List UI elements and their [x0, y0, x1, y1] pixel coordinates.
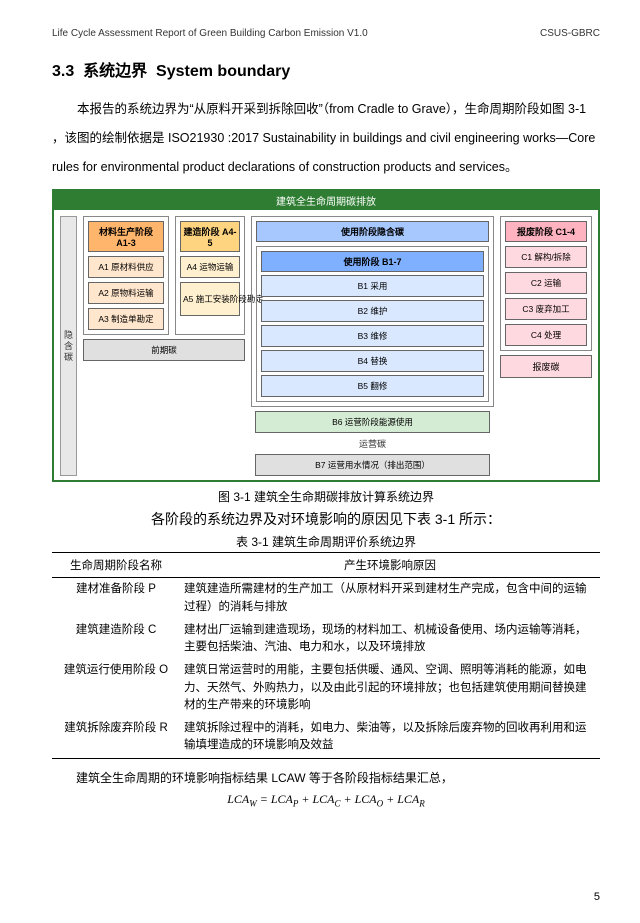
table-intro: 各阶段的系统边界及对环境影响的原因见下表 3-1 所示： — [52, 509, 600, 529]
table-row: 建筑运行使用阶段 O 建筑日常运营时的用能，主要包括供暖、通风、空调、照明等消耗… — [52, 659, 600, 717]
mid-outer: 使用阶段隐含碳 使用阶段 B1-7 B1 采用 B2 维护 B3 维修 B4 替… — [251, 216, 494, 407]
column-mid: 使用阶段隐含碳 使用阶段 B1-7 B1 采用 B2 维护 B3 维修 B4 替… — [251, 216, 494, 476]
intro-paragraph: 本报告的系统边界为“从原料开采到拆除回收”（from Cradle to Gra… — [52, 95, 600, 181]
cell-phase: 建材准备阶段 P — [52, 578, 180, 619]
section-title-en: System boundary — [156, 63, 290, 80]
header-right: CSUS-GBRC — [540, 28, 600, 39]
col-a-b-wrap: 材料生产阶段 A1-3 A1 原材料供应 A2 原物料运输 A3 制造单勘定 建… — [83, 216, 245, 476]
cell-c4: C4 处理 — [505, 324, 587, 346]
column-b: 建造阶段 A4-5 A4 运物运输 A5 施工安装阶段勘定 — [175, 216, 245, 335]
lifecycle-diagram: 建筑全生命周期碳排放 隐含碳 材料生产阶段 A1-3 A1 原材料供应 A2 原… — [52, 189, 600, 482]
after-table-text: 建筑全生命周期的环境影响指标结果 LCAW 等于各阶段指标结果汇总， — [52, 769, 600, 786]
cell-reason: 建材出厂运输到建造现场，现场的材料加工、机械设备使用、场内运输等消耗，主要包括柴… — [180, 619, 600, 660]
col-a-footer: 前期碳 — [83, 339, 245, 361]
table-3-1: 生命周期阶段名称 产生环境影响原因 建材准备阶段 P 建筑建造所需建材的生产加工… — [52, 552, 600, 758]
cell-b2: B2 维护 — [261, 300, 484, 322]
b6-label: 运营碳 — [255, 436, 490, 451]
cell-b5: B5 翻修 — [261, 375, 484, 397]
table-row: 建材准备阶段 P 建筑建造所需建材的生产加工（从原材料开采到建材生产完成，包含中… — [52, 578, 600, 619]
cell-phase: 建筑建造阶段 C — [52, 619, 180, 660]
mid-inner-header: 使用阶段 B1-7 — [261, 251, 484, 272]
col-b-header: 建造阶段 A4-5 — [180, 221, 240, 252]
page: Life Cycle Assessment Report of Green Bu… — [0, 0, 640, 923]
cell-b3: B3 维修 — [261, 325, 484, 347]
cell-c2: C2 运输 — [505, 272, 587, 294]
col-c-header: 报废阶段 C1-4 — [505, 221, 587, 242]
section-number: 3.3 — [52, 63, 74, 80]
mid-outer-header: 使用阶段隐含碳 — [256, 221, 489, 242]
mid-inner: 使用阶段 B1-7 B1 采用 B2 维护 B3 维修 B4 替换 B5 翻修 — [256, 246, 489, 402]
diagram-body: 隐含碳 材料生产阶段 A1-3 A1 原材料供应 A2 原物料运输 A3 制造单… — [54, 210, 598, 480]
col-c-footer: 报废碳 — [500, 355, 592, 378]
diagram-side-label: 隐含碳 — [60, 216, 77, 476]
figure-caption: 图 3-1 建筑全生命期碳排放计算系统边界 — [52, 488, 600, 505]
cell-b1: B1 采用 — [261, 275, 484, 297]
cell-c3: C3 废弃加工 — [505, 298, 587, 320]
formula: LCAW = LCAP + LCAC + LCAO + LCAR — [52, 792, 600, 808]
cell-reason: 建筑日常运营时的用能，主要包括供暖、通风、空调、照明等消耗的能源，如电力、天然气… — [180, 659, 600, 717]
cell-c1: C1 解构/拆除 — [505, 246, 587, 268]
cell-phase: 建筑运行使用阶段 O — [52, 659, 180, 717]
th-phase: 生命周期阶段名称 — [52, 553, 180, 578]
page-header: Life Cycle Assessment Report of Green Bu… — [52, 28, 600, 39]
column-a: 材料生产阶段 A1-3 A1 原材料供应 A2 原物料运输 A3 制造单勘定 — [83, 216, 169, 335]
section-title-cn: 系统边界 — [83, 63, 147, 80]
th-reason: 产生环境影响原因 — [180, 553, 600, 578]
cell-a3: A3 制造单勘定 — [88, 308, 164, 330]
cell-a5: A5 施工安装阶段勘定 — [180, 282, 240, 316]
cell-phase: 建筑拆除废弃阶段 R — [52, 717, 180, 758]
table-caption: 表 3-1 建筑生命周期评价系统边界 — [52, 533, 600, 550]
cell-b7: B7 运营用水情况（排出范围） — [255, 454, 490, 476]
cell-reason: 建筑拆除过程中的消耗，如电力、柴油等，以及拆除后废弃物的回收再利用和运输填埋造成… — [180, 717, 600, 758]
cell-b6: B6 运营阶段能源使用 — [255, 411, 490, 433]
cell-a1: A1 原材料供应 — [88, 256, 164, 278]
mid-bottom: B6 运营阶段能源使用 运营碳 B7 运营用水情况（排出范围） — [251, 411, 494, 476]
table-row: 建筑拆除废弃阶段 R 建筑拆除过程中的消耗，如电力、柴油等，以及拆除后废弃物的回… — [52, 717, 600, 758]
table-row: 建筑建造阶段 C 建材出厂运输到建造现场，现场的材料加工、机械设备使用、场内运输… — [52, 619, 600, 660]
diagram-title: 建筑全生命周期碳排放 — [54, 191, 598, 210]
cell-a4: A4 运物运输 — [180, 256, 240, 278]
page-number: 5 — [594, 891, 600, 903]
cell-reason: 建筑建造所需建材的生产加工（从原材料开采到建材生产完成，包含中间的运输过程）的消… — [180, 578, 600, 619]
col-c-wrap: 报废阶段 C1-4 C1 解构/拆除 C2 运输 C3 废弃加工 C4 处理 报… — [500, 216, 592, 476]
column-c: 报废阶段 C1-4 C1 解构/拆除 C2 运输 C3 废弃加工 C4 处理 — [500, 216, 592, 351]
cell-b4: B4 替换 — [261, 350, 484, 372]
header-left: Life Cycle Assessment Report of Green Bu… — [52, 28, 368, 39]
col-a-header: 材料生产阶段 A1-3 — [88, 221, 164, 252]
section-heading: 3.3 系统边界 System boundary — [52, 57, 600, 81]
cell-a2: A2 原物料运输 — [88, 282, 164, 304]
